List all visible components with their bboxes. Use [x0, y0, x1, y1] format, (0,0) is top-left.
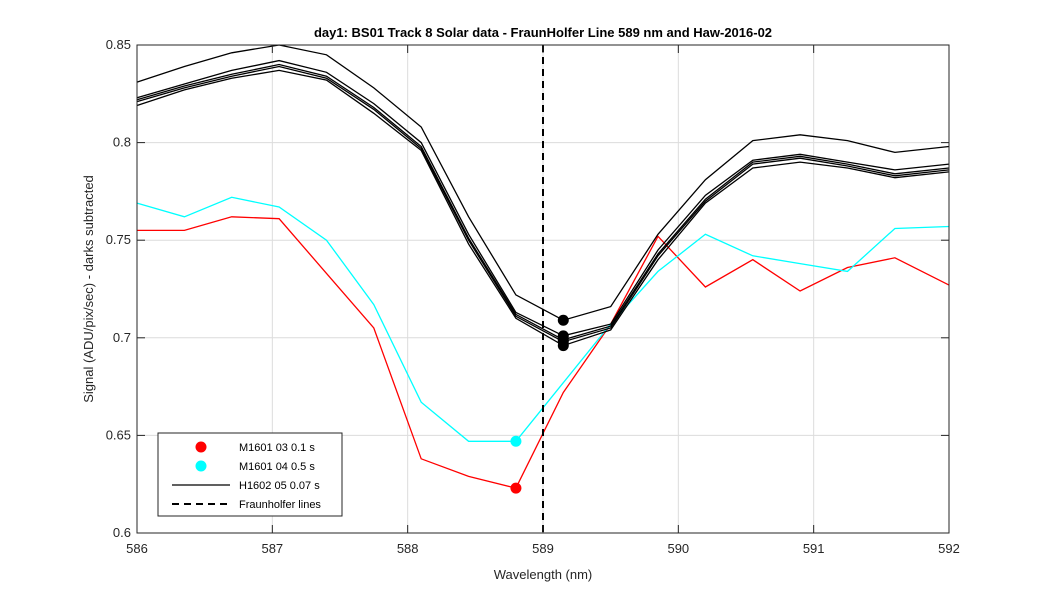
- y-tick-labels: 0.6 0.65 0.7 0.75 0.8 0.85: [106, 37, 131, 540]
- legend-entry: M1601 03 0.1 s: [195, 441, 315, 454]
- legend-box: [157, 432, 343, 517]
- series-line-2-1: [136, 59, 950, 337]
- legend: M1601 03 0.1 s M1601 04 0.5 s H1602 05 0.0…: [157, 432, 343, 517]
- y-tick-label: 0.75: [106, 232, 131, 247]
- y-tick-label: 0.8: [113, 135, 131, 150]
- series-line-2-4: [136, 69, 950, 347]
- legend-label: Fraunholfer lines: [239, 499, 321, 511]
- x-tick-label: 587: [261, 541, 283, 556]
- series-line-0: [137, 216, 950, 489]
- x-tick-label: 588: [397, 541, 419, 556]
- plot-lines: [136, 44, 950, 533]
- series-marker-2-0: [557, 314, 569, 326]
- series-marker-2-4: [557, 340, 569, 352]
- series-line-2-0: [136, 44, 950, 321]
- y-tick-label: 0.7: [113, 330, 131, 345]
- plot-markers: [510, 314, 569, 494]
- x-tick-label: 592: [938, 541, 960, 556]
- series-line-2-2: [136, 63, 950, 341]
- y-tick-label: 0.85: [106, 37, 131, 52]
- series-marker-1: [510, 435, 522, 447]
- x-tick-label: 591: [803, 541, 825, 556]
- legend-entry: M1601 04 0.5 s: [195, 460, 315, 473]
- x-tick-label: 586: [126, 541, 148, 556]
- y-axis-label: Signal (ADU/pix/sec) - darks subtracted: [81, 175, 96, 403]
- axis-ticks: [136, 44, 950, 534]
- legend-label: M1601 03 0.1 s: [239, 442, 315, 454]
- series-line-2-3: [136, 65, 950, 343]
- chart-title: day1: BS01 Track 8 Solar data - FraunHol…: [314, 25, 772, 40]
- legend-entry: Fraunholfer lines: [172, 499, 321, 511]
- legend-label: H1602 05 0.07 s: [239, 480, 320, 492]
- series-marker-0: [510, 482, 522, 494]
- x-tick-labels: 586 587 588 589 590 591 592: [126, 541, 960, 556]
- legend-entry: H1602 05 0.07 s: [172, 480, 320, 492]
- x-tick-label: 590: [667, 541, 689, 556]
- legend-marker: [195, 460, 207, 472]
- series-line-1: [136, 196, 950, 442]
- x-axis-label: Wavelength (nm): [494, 567, 593, 582]
- y-tick-label: 0.65: [106, 427, 131, 442]
- legend-label: M1601 04 0.5 s: [239, 461, 315, 473]
- x-tick-label: 589: [532, 541, 554, 556]
- legend-marker: [195, 441, 207, 453]
- y-tick-label: 0.6: [113, 525, 131, 540]
